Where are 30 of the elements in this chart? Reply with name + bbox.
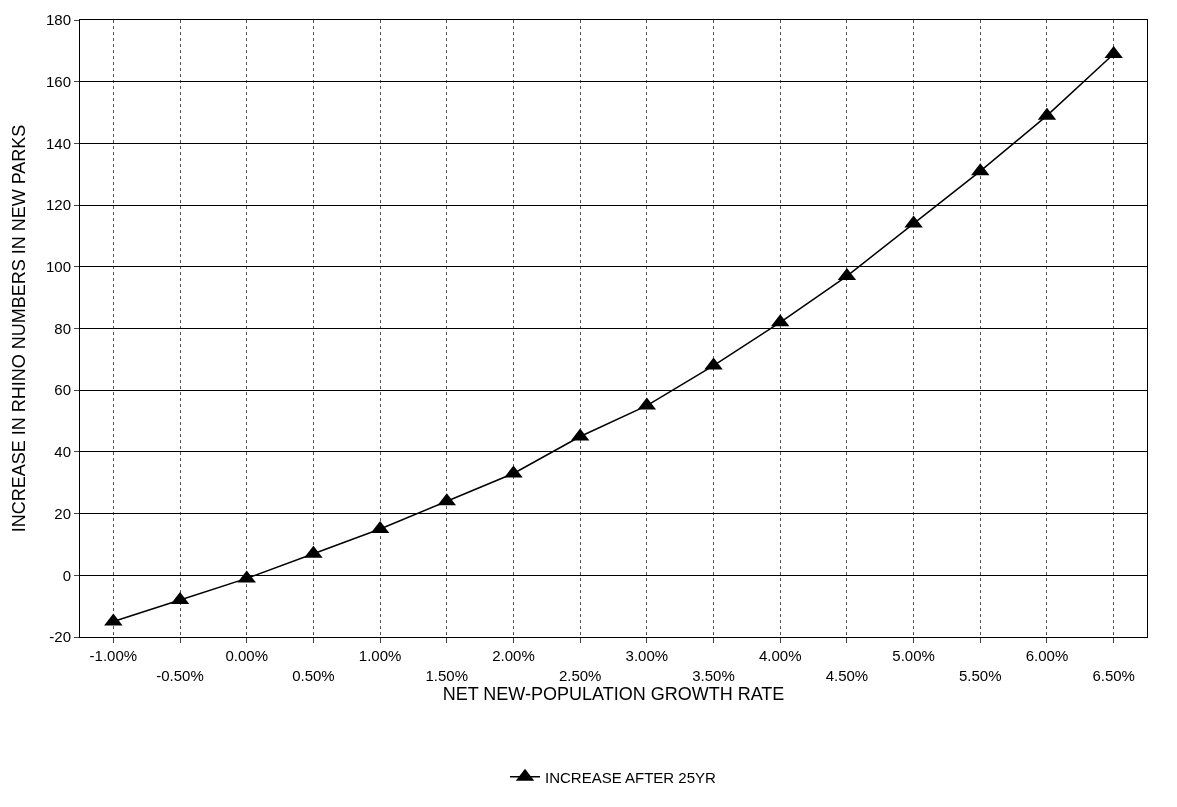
x-tick-label: -0.50%: [156, 666, 204, 684]
x-tick-label: 1.50%: [425, 666, 469, 684]
x-tick-label: 4.00%: [758, 647, 802, 664]
y-tick-label: 40: [54, 443, 71, 461]
y-tick-label: 160: [45, 72, 71, 90]
x-tick-label: 0.00%: [225, 647, 268, 664]
y-tick-label: 20: [54, 504, 71, 522]
x-tick-label: 2.50%: [558, 666, 602, 684]
x-tick-label: 5.50%: [959, 666, 1002, 684]
x-tick-label: 1.00%: [358, 647, 402, 664]
x-tick-label: 0.50%: [292, 666, 335, 684]
legend-label: INCREASE AFTER 25YR: [545, 768, 717, 786]
y-tick-label: 140: [45, 134, 71, 152]
x-tick-label: 3.00%: [625, 647, 669, 664]
y-tick-label: 60: [54, 381, 71, 399]
y-axis-title: INCREASE IN RHINO NUMBERS IN NEW PARKS: [9, 124, 30, 533]
y-tick-label: 0: [62, 566, 71, 584]
y-tick-label: 180: [45, 11, 71, 29]
x-tick-label: 3.50%: [692, 666, 735, 684]
y-tick-label: 80: [54, 319, 71, 337]
x-tick-label: 5.00%: [892, 647, 935, 664]
x-axis-title: NET NEW-POPULATION GROWTH RATE: [442, 683, 785, 704]
x-tick-label: 2.00%: [492, 647, 535, 664]
y-tick-label: -20: [49, 628, 71, 646]
x-tick-label: 6.50%: [1092, 666, 1135, 684]
x-tick-label: 6.00%: [1025, 647, 1069, 664]
x-tick-label: -1.00%: [89, 647, 138, 664]
y-tick-label: 100: [45, 258, 71, 276]
y-tick-label: 120: [45, 196, 71, 214]
x-tick-label: 4.50%: [825, 666, 869, 684]
